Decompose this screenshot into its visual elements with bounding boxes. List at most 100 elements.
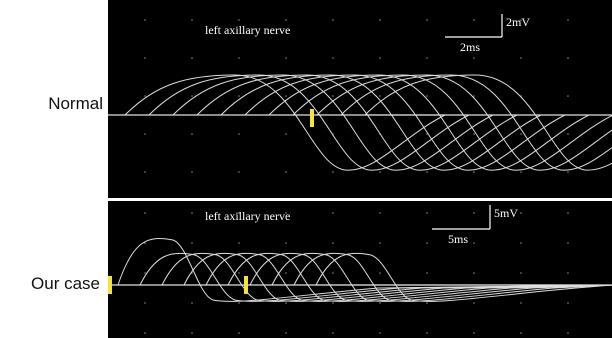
grid-dot — [426, 272, 428, 274]
grid-dot — [379, 272, 381, 274]
grid-dot — [473, 95, 475, 97]
grid-dot — [426, 57, 428, 59]
grid-dot — [238, 242, 240, 244]
grid-dot — [520, 133, 522, 135]
grid-dot — [144, 133, 146, 135]
grid-dot — [285, 242, 287, 244]
grid-dot — [191, 171, 193, 173]
grid-dot — [520, 242, 522, 244]
time-scale: 2ms — [460, 40, 480, 54]
grid-dot — [332, 212, 334, 214]
grid-dot — [238, 272, 240, 274]
grid-dot — [426, 332, 428, 334]
grid-dot — [520, 171, 522, 173]
grid-dot — [520, 57, 522, 59]
grid-dot — [144, 57, 146, 59]
grid-dot — [144, 19, 146, 21]
grid-dot — [567, 57, 569, 59]
grid-dot — [426, 302, 428, 304]
grid-dot — [567, 133, 569, 135]
grid-dot — [379, 171, 381, 173]
grid-dot — [379, 242, 381, 244]
amplitude-scale: 2mV — [506, 15, 530, 29]
grid-dot — [473, 19, 475, 21]
grid-dot — [285, 332, 287, 334]
grid-dot — [379, 302, 381, 304]
grid-dot — [426, 95, 428, 97]
grid-dot — [191, 19, 193, 21]
panel-title: left axillary nerve — [205, 23, 290, 37]
grid-dot — [285, 302, 287, 304]
panel-title: left axillary nerve — [205, 209, 290, 223]
grid-dot — [567, 19, 569, 21]
panel-label: Normal — [48, 94, 103, 113]
grid-dot — [567, 212, 569, 214]
grid-dot — [379, 19, 381, 21]
grid-dot — [567, 95, 569, 97]
grid-dot — [285, 272, 287, 274]
grid-dot — [144, 302, 146, 304]
grid-dot — [238, 302, 240, 304]
grid-dot — [332, 272, 334, 274]
grid-dot — [238, 57, 240, 59]
grid-dot — [285, 57, 287, 59]
grid-dot — [191, 57, 193, 59]
grid-dot — [426, 19, 428, 21]
grid-dot — [520, 272, 522, 274]
grid-dot — [285, 171, 287, 173]
stimulus-marker — [244, 276, 248, 294]
grid-dot — [426, 171, 428, 173]
grid-dot — [567, 302, 569, 304]
grid-dot — [332, 242, 334, 244]
grid-dot — [144, 171, 146, 173]
grid-dot — [285, 133, 287, 135]
grid-dot — [567, 272, 569, 274]
stimulus-marker — [108, 276, 112, 294]
grid-dot — [379, 332, 381, 334]
grid-dot — [144, 95, 146, 97]
grid-dot — [144, 332, 146, 334]
time-scale: 5ms — [448, 232, 468, 246]
grid-dot — [332, 302, 334, 304]
grid-dot — [332, 19, 334, 21]
page: {"panels": [ {"label": "Normal", "title"… — [0, 0, 612, 338]
grid-dot — [191, 133, 193, 135]
grid-dot — [473, 171, 475, 173]
grid-dot — [473, 272, 475, 274]
grid-dot — [473, 212, 475, 214]
grid-dot — [332, 95, 334, 97]
grid-dot — [567, 171, 569, 173]
grid-dot — [473, 242, 475, 244]
grid-dot — [191, 212, 193, 214]
stimulus-marker — [310, 109, 314, 127]
figure: Normal Our case left axillary nerve left… — [0, 0, 612, 338]
grid-dot — [285, 19, 287, 21]
grid-dot — [191, 95, 193, 97]
grid-dot — [238, 171, 240, 173]
panel-label: Our case — [31, 274, 100, 293]
grid-dot — [144, 272, 146, 274]
grid-dot — [567, 332, 569, 334]
amplitude-scale: 5mV — [494, 206, 518, 220]
grid-dot — [238, 332, 240, 334]
grid-dot — [285, 95, 287, 97]
case-panel — [108, 201, 612, 338]
grid-dot — [473, 302, 475, 304]
grid-dot — [473, 332, 475, 334]
grid-dot — [238, 133, 240, 135]
grid-dot — [191, 332, 193, 334]
grid-dot — [191, 302, 193, 304]
grid-dot — [473, 133, 475, 135]
grid-dot — [379, 95, 381, 97]
grid-dot — [520, 212, 522, 214]
grid-dot — [238, 95, 240, 97]
grid-dot — [379, 57, 381, 59]
grid-dot — [473, 57, 475, 59]
grid-dot — [379, 212, 381, 214]
grid-dot — [567, 242, 569, 244]
grid-dot — [426, 242, 428, 244]
grid-dot — [238, 19, 240, 21]
grid-dot — [191, 242, 193, 244]
grid-dot — [520, 302, 522, 304]
grid-dot — [426, 212, 428, 214]
